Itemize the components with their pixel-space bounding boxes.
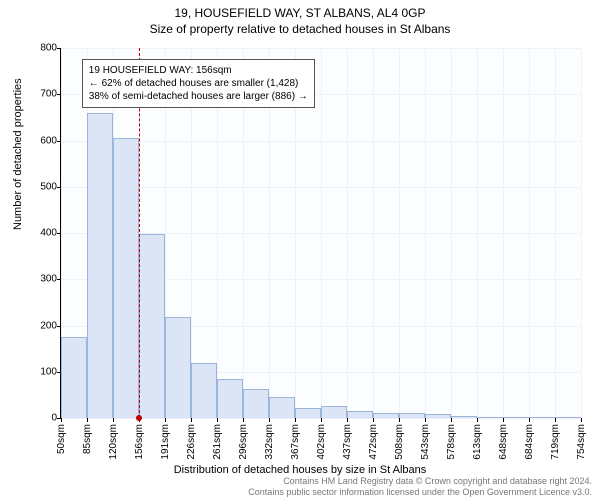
grid-line-v: [321, 48, 322, 418]
xtick-mark: [581, 418, 582, 422]
xtick-mark: [61, 418, 62, 422]
xtick-mark: [347, 418, 348, 422]
grid-line-v: [529, 48, 530, 418]
xtick-label: 261sqm: [212, 424, 223, 460]
xtick-mark: [87, 418, 88, 422]
title-address: 19, HOUSEFIELD WAY, ST ALBANS, AL4 0GP: [0, 0, 600, 20]
xtick-label: 437sqm: [342, 424, 353, 460]
histogram-bar: [61, 337, 87, 418]
ytick-label: 100: [40, 366, 57, 377]
grid-line-v: [555, 48, 556, 418]
xtick-label: 508sqm: [394, 424, 405, 460]
ytick-label: 700: [40, 89, 57, 100]
xtick-mark: [191, 418, 192, 422]
xtick-mark: [295, 418, 296, 422]
annotation-line: ← 62% of detached houses are smaller (1,…: [89, 77, 308, 90]
histogram-bar: [243, 389, 269, 418]
xtick-label: 613sqm: [472, 424, 483, 460]
y-axis-label: Number of detached properties: [12, 78, 24, 230]
histogram-bar: [529, 417, 555, 418]
xtick-mark: [373, 418, 374, 422]
grid-line-v: [399, 48, 400, 418]
histogram-bar: [295, 408, 321, 418]
xtick-mark: [321, 418, 322, 422]
histogram-bar: [425, 414, 451, 418]
xtick-label: 191sqm: [160, 424, 171, 460]
ytick-label: 400: [40, 228, 57, 239]
xtick-mark: [113, 418, 114, 422]
xtick-label: 543sqm: [420, 424, 431, 460]
xtick-label: 226sqm: [186, 424, 197, 460]
xtick-mark: [243, 418, 244, 422]
xtick-mark: [165, 418, 166, 422]
xtick-label: 578sqm: [446, 424, 457, 460]
grid-line-v: [373, 48, 374, 418]
xtick-label: 684sqm: [524, 424, 535, 460]
xtick-label: 332sqm: [264, 424, 275, 460]
ytick-label: 300: [40, 274, 57, 285]
histogram-bar: [477, 417, 503, 418]
xtick-label: 472sqm: [368, 424, 379, 460]
xtick-label: 402sqm: [316, 424, 327, 460]
grid-line-v: [347, 48, 348, 418]
xtick-mark: [555, 418, 556, 422]
ytick-label: 600: [40, 135, 57, 146]
annotation-line: 38% of semi-detached houses are larger (…: [89, 90, 308, 103]
xtick-label: 296sqm: [238, 424, 249, 460]
footer-line1: Contains HM Land Registry data © Crown c…: [248, 476, 592, 487]
title-subtitle: Size of property relative to detached ho…: [0, 20, 600, 36]
footer-attribution: Contains HM Land Registry data © Crown c…: [248, 476, 592, 498]
ytick-label: 500: [40, 181, 57, 192]
xtick-label: 648sqm: [498, 424, 509, 460]
xtick-mark: [269, 418, 270, 422]
xtick-label: 156sqm: [134, 424, 145, 460]
histogram-bar: [503, 417, 529, 418]
histogram-bar: [321, 406, 347, 418]
histogram-bar: [451, 416, 477, 418]
histogram-bar: [87, 113, 113, 418]
chart-container: 19, HOUSEFIELD WAY, ST ALBANS, AL4 0GP S…: [0, 0, 600, 500]
annotation-box: 19 HOUSEFIELD WAY: 156sqm← 62% of detach…: [82, 59, 315, 108]
histogram-bar: [191, 363, 217, 419]
histogram-bar: [555, 417, 581, 418]
histogram-bar: [113, 138, 139, 418]
x-axis-label: Distribution of detached houses by size …: [0, 464, 600, 476]
footer-line2: Contains public sector information licen…: [248, 487, 592, 498]
histogram-bar: [165, 317, 191, 418]
histogram-bar: [139, 234, 165, 418]
xtick-mark: [399, 418, 400, 422]
xtick-mark: [477, 418, 478, 422]
ytick-label: 0: [51, 413, 57, 424]
xtick-mark: [425, 418, 426, 422]
xtick-label: 85sqm: [82, 424, 93, 454]
chart-plot-area: 010020030040050060070080050sqm85sqm120sq…: [60, 48, 581, 419]
histogram-bar: [269, 397, 295, 418]
xtick-label: 50sqm: [56, 424, 67, 454]
grid-line-v: [477, 48, 478, 418]
histogram-bar: [399, 413, 425, 418]
xtick-label: 120sqm: [108, 424, 119, 460]
grid-line-v: [503, 48, 504, 418]
reference-dot: [136, 415, 142, 421]
annotation-line: 19 HOUSEFIELD WAY: 156sqm: [89, 64, 308, 77]
xtick-mark: [217, 418, 218, 422]
xtick-mark: [503, 418, 504, 422]
xtick-label: 754sqm: [576, 424, 587, 460]
ytick-label: 800: [40, 43, 57, 54]
histogram-bar: [347, 411, 373, 418]
grid-line-v: [425, 48, 426, 418]
xtick-label: 719sqm: [550, 424, 561, 460]
grid-line-v: [451, 48, 452, 418]
histogram-bar: [373, 413, 399, 418]
histogram-bar: [217, 379, 243, 418]
xtick-mark: [529, 418, 530, 422]
xtick-label: 367sqm: [290, 424, 301, 460]
xtick-mark: [451, 418, 452, 422]
grid-line-v: [581, 48, 582, 418]
ytick-label: 200: [40, 320, 57, 331]
